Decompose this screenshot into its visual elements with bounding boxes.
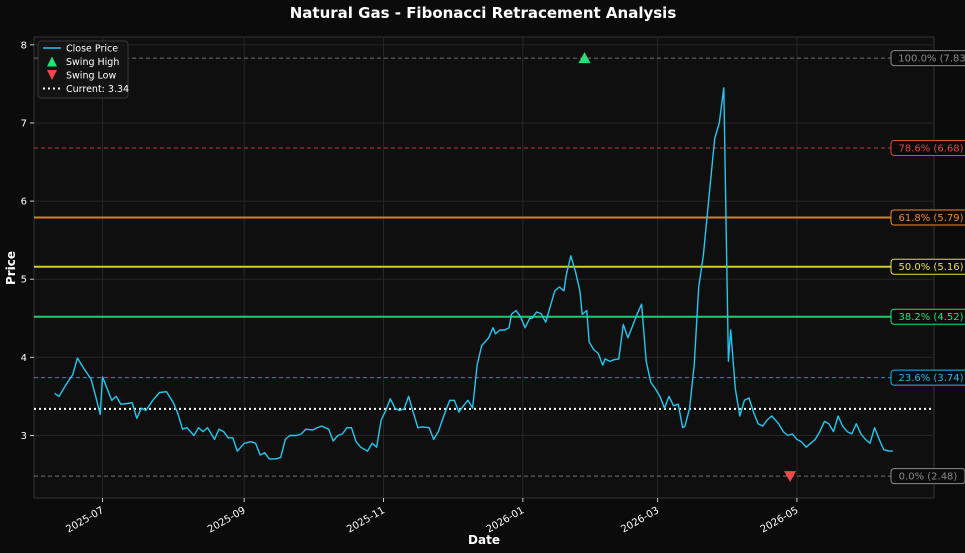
legend-label: Close Price	[66, 44, 118, 55]
x-axis-label: Date	[468, 533, 500, 547]
close-price-line	[54, 87, 893, 460]
chart-title: Natural Gas - Fibonacci Retracement Anal…	[290, 4, 677, 22]
fib-label-box	[890, 308, 965, 325]
fib-label-box	[890, 369, 965, 386]
y-tick-label: 8	[21, 40, 27, 51]
fib-label-box	[890, 258, 965, 275]
fib-label-box	[890, 139, 965, 156]
y-tick-label: 4	[21, 353, 27, 364]
fib-label: 38.2% (4.52)	[898, 312, 963, 323]
markers	[578, 52, 797, 483]
fib-label: 23.6% (3.74)	[898, 373, 963, 384]
fib-label: 100.0% (7.83)	[898, 54, 965, 65]
legend: Close Price Swing High Swing Low Current: 3…	[37, 40, 129, 99]
legend-swatch-triangle-up	[47, 56, 57, 67]
y-tick-label: 3	[21, 431, 27, 442]
y-tick-label: 7	[21, 118, 27, 129]
legend-label: Swing High	[66, 57, 119, 68]
fib-label-box	[890, 209, 965, 226]
legend-label: Current: 3.34	[66, 84, 129, 95]
plot-area: 100.0% (7.83) 78.6% (6.68) 61.8% (5.79) 50.…	[33, 36, 965, 499]
fib-label-box	[890, 50, 965, 67]
fib-label: 0.0% (2.48)	[899, 472, 958, 483]
legend-label: Swing Low	[66, 71, 116, 82]
y-tick-label: 6	[21, 197, 27, 208]
fib-levels: 100.0% (7.83) 78.6% (6.68) 61.8% (5.79) 50.…	[34, 50, 965, 485]
fib-label-box	[890, 468, 965, 485]
fib-label: 50.0% (5.16)	[898, 262, 963, 273]
swing-high-marker	[578, 52, 591, 64]
y-axis-label: Price	[4, 251, 18, 285]
y-tick-label: 5	[21, 275, 27, 286]
legend-box	[37, 40, 129, 99]
fib-label: 61.8% (5.79)	[898, 213, 963, 224]
fib-label: 78.6% (6.68)	[898, 143, 963, 154]
swing-low-marker	[784, 471, 797, 483]
series	[54, 87, 893, 460]
legend-swatch-triangle-down	[47, 70, 57, 80]
y-axis-ticks: 3 4 5 6 7 8	[21, 40, 34, 442]
